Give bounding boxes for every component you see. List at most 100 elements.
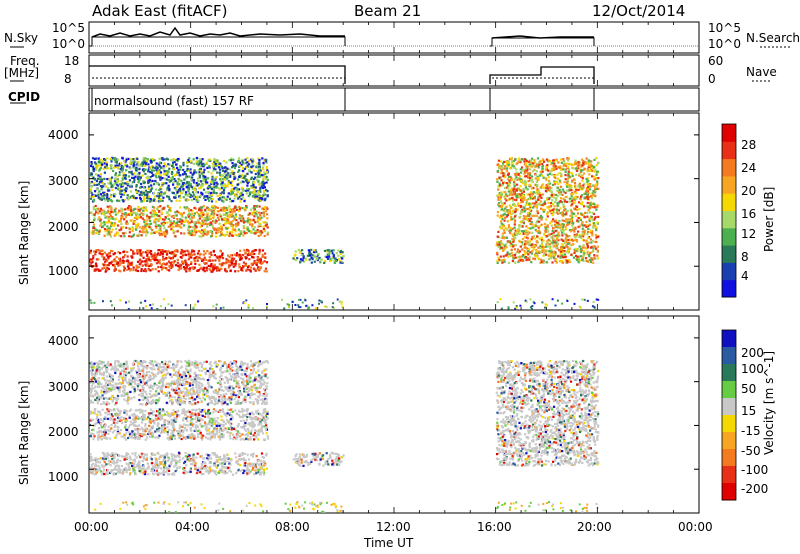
heatmap-cell <box>197 180 199 182</box>
heatmap-cell <box>179 169 181 171</box>
heatmap-cell <box>113 184 115 186</box>
heatmap-cell <box>140 165 142 167</box>
heatmap-cell <box>519 250 521 252</box>
heatmap-cell <box>212 268 214 270</box>
heatmap-cell <box>167 215 169 217</box>
heatmap-cell <box>587 194 589 196</box>
heatmap-cell <box>173 192 175 194</box>
heatmap-cell <box>572 240 574 242</box>
heatmap-cell <box>140 198 142 200</box>
heatmap-cell <box>597 162 599 164</box>
heatmap-cell <box>571 180 573 182</box>
heatmap-cell <box>162 256 164 258</box>
heatmap-cell <box>159 162 161 164</box>
velocity-colorbar-swatch <box>722 381 736 399</box>
heatmap-cell <box>296 257 298 259</box>
heatmap-cell <box>516 251 518 253</box>
heatmap-cell <box>257 257 259 259</box>
heatmap-cell <box>217 187 219 189</box>
heatmap-cell <box>597 204 599 206</box>
heatmap-cell <box>562 230 564 232</box>
heatmap-cell <box>120 262 122 264</box>
heatmap-cell <box>524 232 526 234</box>
heatmap-cell <box>244 159 246 161</box>
heatmap-cell <box>129 179 131 181</box>
heatmap-cell <box>557 183 559 185</box>
heatmap-cell <box>336 252 338 254</box>
heatmap-cell <box>110 164 112 166</box>
heatmap-cell <box>192 266 194 268</box>
heatmap-cell <box>232 173 234 175</box>
heatmap-cell <box>519 213 521 215</box>
heatmap-cell <box>218 223 220 225</box>
heatmap-cell <box>157 253 159 255</box>
heatmap-cell <box>564 256 566 258</box>
heatmap-cell <box>129 264 131 266</box>
heatmap-cell <box>538 179 540 181</box>
heatmap-cell <box>121 210 123 212</box>
heatmap-cell <box>208 265 210 267</box>
heatmap-cell <box>203 205 205 207</box>
heatmap-cell <box>101 164 103 166</box>
heatmap-cell <box>210 251 212 253</box>
heatmap-cell <box>207 171 209 173</box>
heatmap-cell <box>183 232 185 234</box>
heatmap-cell <box>551 211 553 213</box>
heatmap-cell <box>252 184 254 186</box>
heatmap-cell <box>96 209 98 211</box>
heatmap-cell <box>217 210 219 212</box>
heatmap-cell <box>227 255 229 257</box>
heatmap-cell <box>595 184 597 186</box>
heatmap-cell <box>155 188 157 190</box>
heatmap-cell <box>253 215 255 217</box>
heatmap-cell <box>580 255 582 257</box>
heatmap-cell <box>521 230 523 232</box>
heatmap-cell <box>239 254 241 256</box>
heatmap-cell <box>526 247 528 249</box>
heatmap-cell <box>122 178 124 180</box>
heatmap-cell <box>119 229 121 231</box>
heatmap-cell <box>142 265 144 267</box>
heatmap-cell <box>313 249 315 251</box>
heatmap-cell <box>314 261 316 263</box>
heatmap-cell <box>209 158 211 160</box>
heatmap-cell <box>179 218 181 220</box>
heatmap-cell <box>106 225 108 227</box>
heatmap-cell <box>98 216 100 218</box>
heatmap-cell <box>243 262 245 264</box>
heatmap-cell <box>215 236 217 238</box>
heatmap-cell <box>519 224 521 226</box>
heatmap-cell <box>91 186 93 188</box>
heatmap-cell <box>531 196 533 198</box>
heatmap-cell <box>500 298 502 300</box>
heatmap-cell <box>104 228 106 230</box>
heatmap-cell <box>548 206 550 208</box>
heatmap-cell <box>200 231 202 233</box>
heatmap-cell <box>550 170 552 172</box>
heatmap-cell <box>96 180 98 182</box>
heatmap-cell <box>183 224 185 226</box>
heatmap-cell <box>589 184 591 186</box>
heatmap-cell <box>263 190 265 192</box>
heatmap-cell <box>264 159 266 161</box>
heatmap-cell <box>206 214 208 216</box>
heatmap-cell <box>176 167 178 169</box>
heatmap-cell <box>157 266 159 268</box>
heatmap-cell <box>541 224 543 226</box>
heatmap-cell <box>114 223 116 225</box>
heatmap-cell <box>216 192 218 194</box>
heatmap-cell <box>519 305 521 307</box>
heatmap-cell <box>565 234 567 236</box>
heatmap-cell <box>173 222 175 224</box>
heatmap-cell <box>99 168 101 170</box>
heatmap-cell <box>224 170 226 172</box>
heatmap-cell <box>543 209 545 211</box>
heatmap-cell <box>156 183 158 185</box>
heatmap-cell <box>194 266 196 268</box>
heatmap-cell <box>243 225 245 227</box>
heatmap-cell <box>564 174 566 176</box>
heatmap-cell <box>249 221 251 223</box>
heatmap-cell <box>220 268 222 270</box>
heatmap-cell <box>554 183 556 185</box>
heatmap-cell <box>576 259 578 261</box>
